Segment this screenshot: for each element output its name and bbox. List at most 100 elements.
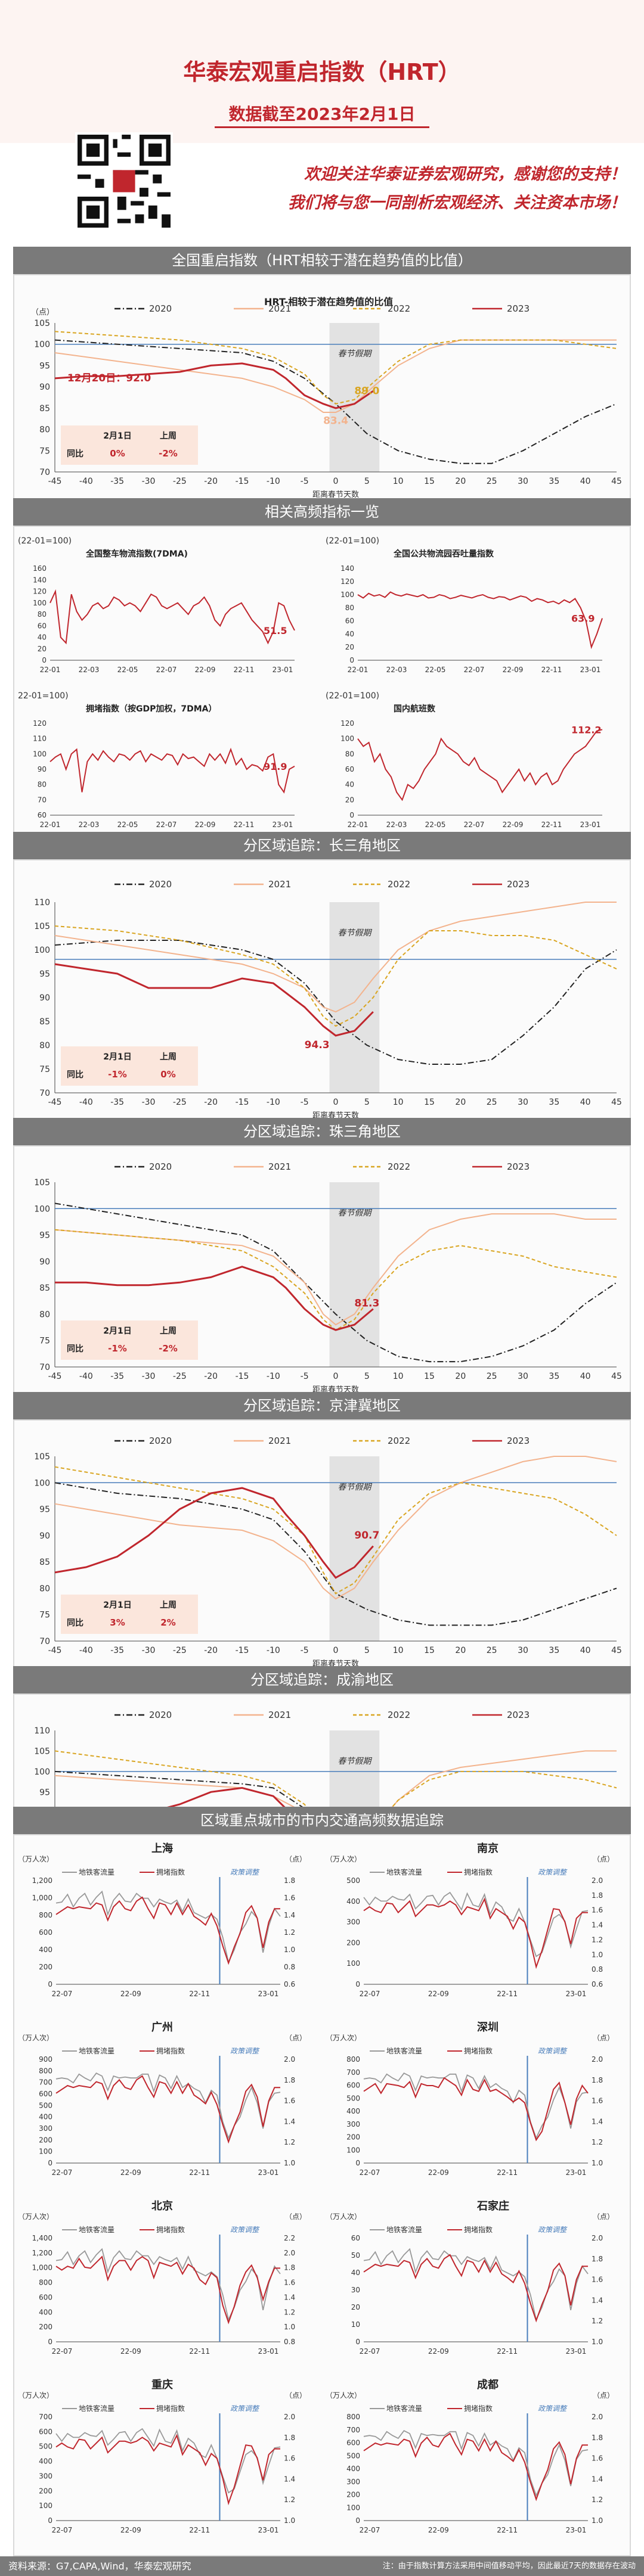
x-tick-label: 22-09 (120, 2526, 141, 2534)
left-tick-label: 100 (346, 2146, 360, 2154)
x-tick-label: 15 (424, 1098, 435, 1107)
y-tick-label: 120 (33, 588, 47, 596)
congestion-line (363, 2432, 588, 2502)
wow-box (61, 1046, 198, 1086)
x-tick-label: 22-07 (52, 2168, 73, 2177)
right-tick-label: 1.4 (592, 2475, 603, 2483)
x-tick-label: 22-07 (360, 2347, 380, 2356)
legend-label-2023: 2023 (507, 879, 530, 890)
legend-label-2021: 2021 (268, 303, 291, 314)
series-line-2023 (54, 362, 374, 409)
y-tick-label: 20 (345, 796, 354, 804)
y-tick-label: 90 (39, 993, 50, 1003)
wow-box (61, 1595, 198, 1634)
section-national: 全国重启指数（HRT相较于潜在趋势值的比值） (13, 247, 631, 274)
x-tick-label: -15 (236, 1372, 249, 1381)
left-tick-label: 800 (346, 2055, 360, 2064)
x-tick-label: 22-07 (52, 1990, 73, 1998)
y-tick-label: 105 (34, 1452, 50, 1462)
x-tick-label: -5 (301, 477, 309, 486)
x-tick-label: 22-09 (428, 2526, 449, 2534)
right-tick-label: 2.0 (592, 1876, 603, 1885)
congestion-line (55, 2255, 280, 2325)
legend-congestion-label: 拥堵指数 (464, 2225, 493, 2234)
right-tick-label: 1.4 (284, 2117, 295, 2126)
y-tick-label: 80 (345, 750, 354, 758)
section-pearl: 分区域追踪：珠三角地区 (13, 1118, 631, 1145)
x-tick-label: -10 (267, 1646, 280, 1655)
x-tick-label: 22-05 (425, 821, 446, 829)
x-tick-label: -10 (267, 1098, 280, 1107)
right-tick-label: 1.0 (284, 1946, 295, 1954)
x-tick-label: -35 (110, 1372, 124, 1381)
left-tick-label: 600 (39, 2090, 52, 2098)
x-tick-label: 30 (518, 477, 528, 486)
metro-line (55, 1890, 281, 1964)
x-tick-label: -5 (301, 1098, 309, 1107)
left-tick-label: 100 (39, 2502, 52, 2510)
x-tick-label: 22-11 (189, 2526, 210, 2534)
x-tick-label: -40 (79, 1372, 93, 1381)
spring-festival-band (329, 1182, 380, 1367)
left-tick-label: 1,200 (32, 1876, 52, 1885)
wow-lastweek-header: 上周 (160, 431, 177, 441)
footer-source: 资料来源：G7,CAPA,Wind，华泰宏观研究 (8, 2561, 191, 2572)
series-line-2020 (54, 1770, 617, 1896)
x-tick-label: 23-01 (258, 2168, 279, 2177)
right-axis-unit: （点） (593, 1855, 614, 1863)
y-tick-label: 85 (39, 404, 50, 414)
metro-line (55, 2072, 281, 2140)
left-axis-unit: （万人次） (18, 2391, 54, 2400)
congestion-line (55, 1896, 280, 1965)
x-tick-label: 45 (611, 477, 622, 486)
left-tick-label: 300 (346, 2478, 360, 2486)
policy-label: 政策调整 (538, 2226, 568, 2234)
right-axis-unit: （点） (285, 2213, 306, 2221)
left-tick-label: 400 (39, 2457, 52, 2466)
x-tick-label: 22-07 (360, 2526, 380, 2534)
x-tick-label: 23-01 (258, 2526, 279, 2534)
x-tick-label: 35 (549, 477, 559, 486)
x-tick-label: 40 (580, 1372, 591, 1381)
x-tick-label: -25 (173, 1646, 187, 1655)
spring-festival-label: 春节假期 (338, 1757, 372, 1766)
x-tick-label: 0 (333, 1098, 339, 1107)
legend-label-2021: 2021 (268, 1161, 291, 1172)
wow-box (61, 1320, 198, 1360)
y-tick-label: 80 (39, 1041, 50, 1051)
series-line-2022 (54, 1750, 617, 1850)
spring-festival-band (329, 323, 380, 472)
left-tick-label: 500 (39, 2101, 52, 2109)
right-tick-label: 1.6 (284, 2279, 295, 2287)
x-tick-label: 22-09 (120, 1990, 141, 1998)
data-date: 数据截至2023年2月1日 (228, 104, 416, 124)
right-tick-label: 1.2 (592, 1935, 603, 1944)
legend-label-2023: 2023 (507, 1710, 530, 1720)
y-tick-label: 90 (39, 1531, 50, 1541)
y-tick-label: 85 (39, 1284, 50, 1293)
y-tick-label: 80 (38, 610, 47, 619)
y-tick-label: 75 (39, 1337, 50, 1346)
wow-yoy-label: 同比 (67, 1618, 83, 1628)
left-tick-label: 200 (346, 2133, 360, 2142)
x-tick-label: 23-01 (566, 2168, 587, 2177)
y-tick-label: 70 (38, 796, 47, 804)
x-tick-label: 15 (424, 477, 435, 486)
y-tick-label: 110 (33, 735, 47, 743)
left-tick-label: 0 (48, 1980, 52, 1988)
x-tick-label: -30 (142, 1098, 156, 1107)
legend-label-2020: 2020 (149, 1435, 172, 1446)
legend-label-2022: 2022 (388, 1710, 410, 1720)
end-value-label: 112.2 (571, 724, 602, 735)
x-tick-label: 22-03 (79, 666, 100, 674)
x-tick-label: -20 (204, 1646, 218, 1655)
wow-lastweek-header: 上周 (160, 1601, 177, 1610)
y-tick-label: 80 (39, 425, 50, 435)
wow-date-header: 2月1日 (103, 1601, 131, 1610)
x-tick-label: 22-11 (234, 666, 255, 674)
right-tick-label: 1.2 (284, 2138, 295, 2146)
wow-date-header: 2月1日 (103, 1326, 131, 1336)
left-tick-label: 500 (346, 2094, 360, 2102)
spring-festival-band (329, 902, 380, 1093)
